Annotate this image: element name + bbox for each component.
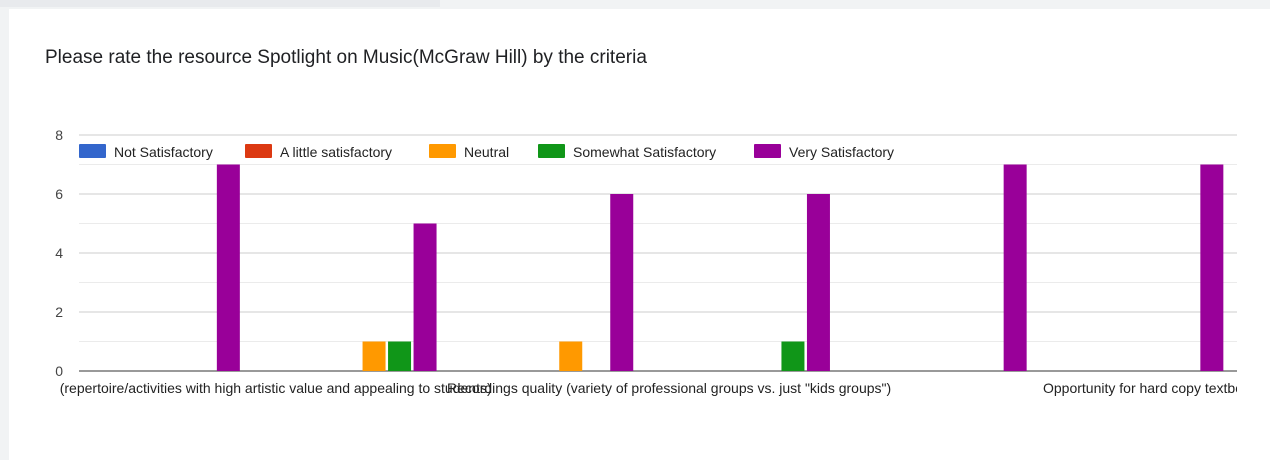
bar-somewhat-satisfactory-1 [388,341,412,371]
legend-swatch [754,144,781,158]
legend-swatch [429,144,456,158]
x-category-label: (repertoire/activities with high artisti… [60,380,492,396]
header-strip [0,0,440,7]
bar-very-satisfactory-1 [413,223,437,371]
question-title: Please rate the resource Spotlight on Mu… [45,47,647,68]
x-category-label: Opportunity for hard copy textbo [1043,380,1243,396]
bar-somewhat-satisfactory-3 [781,341,805,371]
legend-label: Not Satisfactory [114,144,213,160]
legend-label: Very Satisfactory [789,144,894,160]
bar-very-satisfactory-5 [1200,164,1224,371]
bars [216,164,1224,371]
bar-neutral-1 [362,341,386,371]
legend-label: Neutral [464,144,509,160]
bar-neutral-2 [559,341,583,371]
y-tick-label: 0 [55,363,63,379]
bar-very-satisfactory-0 [216,164,240,371]
y-tick-label: 8 [55,127,63,143]
legend-swatch [79,144,106,158]
y-tick-label: 4 [55,245,63,261]
x-category-label: Recordings quality (variety of professio… [447,380,891,396]
y-tick-label: 2 [55,304,63,320]
bar-very-satisfactory-4 [1003,164,1027,371]
bar-very-satisfactory-3 [806,194,830,371]
grid-lines [79,134,1237,372]
x-axis-labels: (repertoire/activities with high artisti… [60,380,1243,396]
legend-label: Somewhat Satisfactory [573,144,716,160]
bar-very-satisfactory-2 [610,194,634,371]
y-axis-ticks: 0 2 4 6 8 [55,127,63,379]
y-tick-label: 6 [55,186,63,202]
legend-swatch [538,144,565,158]
legend-label: A little satisfactory [280,144,392,160]
legend: Not Satisfactory A little satisfactory Neu… [79,144,894,160]
legend-swatch [245,144,272,158]
